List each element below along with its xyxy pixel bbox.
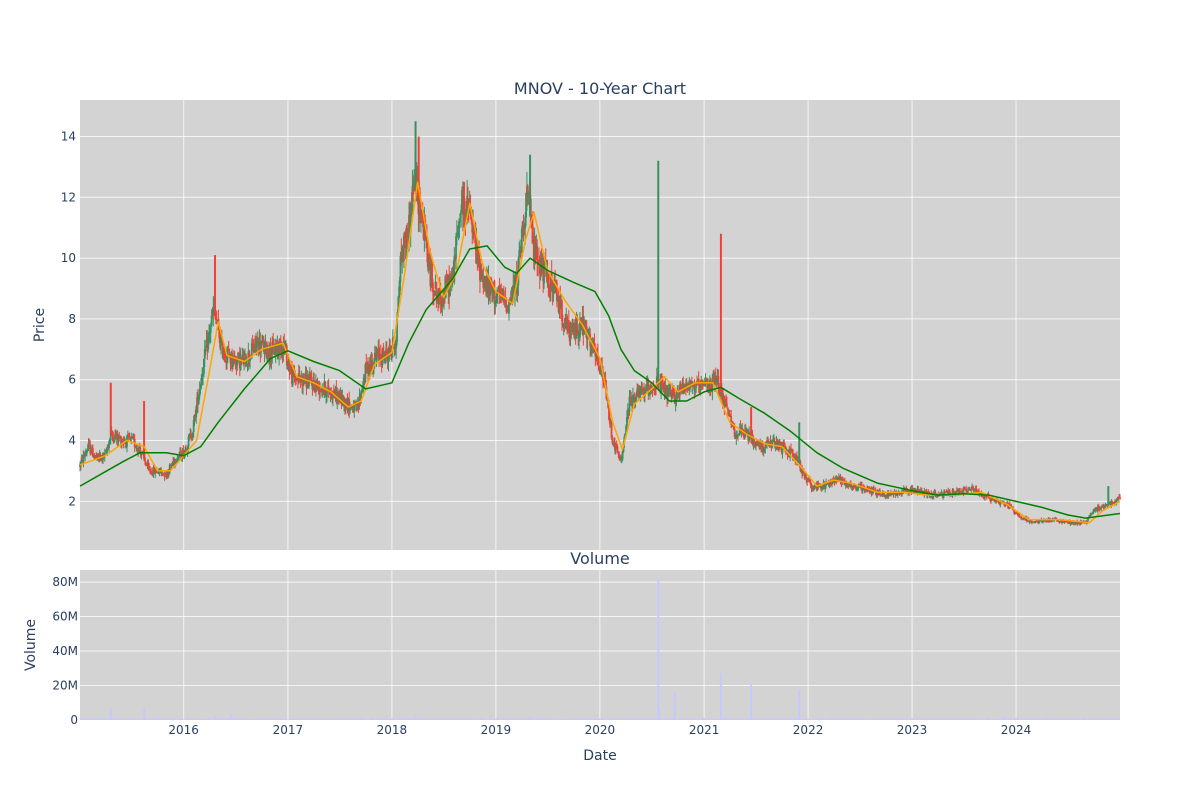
- candle-body: [967, 490, 969, 492]
- candle-body: [536, 246, 538, 261]
- candle-body: [532, 227, 534, 232]
- volume-tick-label: 20M: [52, 679, 78, 693]
- candle-body: [508, 301, 510, 314]
- candle-body: [680, 384, 682, 388]
- date-tick-label: 2019: [481, 723, 512, 737]
- date-tick-label: 2020: [585, 723, 616, 737]
- volume-bar-spike: [1107, 717, 1109, 720]
- candle-body: [727, 408, 729, 410]
- candle-body: [848, 485, 850, 487]
- price-tick-label: 14: [61, 129, 76, 143]
- candle-body: [205, 350, 207, 351]
- price-tick-label: 6: [68, 373, 76, 387]
- date-tick-label: 2021: [689, 723, 720, 737]
- candle-body: [965, 489, 967, 491]
- price-y-ticks: 2 4 6 8 10 12 14: [61, 129, 76, 508]
- candle-body: [970, 489, 972, 490]
- candle-body: [431, 264, 433, 281]
- candle-body: [543, 263, 545, 284]
- date-tick-label: 2016: [168, 723, 199, 737]
- price-tick-label: 12: [61, 190, 76, 204]
- volume-bar-spike: [798, 690, 800, 720]
- candle-body: [432, 282, 434, 292]
- date-tick-label: 2024: [1001, 723, 1032, 737]
- candle-body: [434, 291, 436, 295]
- volume-bar-spike: [415, 716, 417, 720]
- candle-body: [1107, 505, 1109, 507]
- price-tick-label: 10: [61, 251, 76, 265]
- volume-bar-spike: [230, 715, 232, 720]
- candle-body: [86, 452, 88, 454]
- volume-chart-title: Volume: [570, 549, 630, 568]
- volume-tick-label: 0: [70, 713, 78, 727]
- volume-bar-spike: [529, 717, 531, 720]
- volume-tick-label: 60M: [52, 610, 78, 624]
- volume-bar-spike: [674, 692, 676, 720]
- volume-bar: [1118, 718, 1120, 720]
- date-tick-label: 2022: [793, 723, 824, 737]
- volume-bar-spike: [657, 579, 659, 720]
- volume-bar-spike: [214, 716, 216, 720]
- candle-body: [295, 379, 297, 381]
- price-tick-label: 8: [68, 312, 76, 326]
- volume-y-ticks: 0 20M 40M 60M 80M: [52, 575, 78, 727]
- candle-body: [729, 410, 731, 413]
- date-x-ticks: 2016 2017 2018 2019 2020 2021 2022 2023 2024: [168, 723, 1031, 737]
- date-tick-label: 2023: [897, 723, 928, 737]
- candle-body: [1100, 508, 1102, 509]
- candle-body: [1119, 497, 1121, 499]
- volume-tick-label: 40M: [52, 644, 78, 658]
- volume-bar-spike: [750, 684, 752, 720]
- volume-bar-spike: [658, 710, 660, 720]
- price-tick-label: 2: [68, 494, 76, 508]
- volume-bar-spike: [1003, 716, 1005, 720]
- price-tick-label: 4: [68, 434, 76, 448]
- date-x-axis-label: Date: [583, 748, 616, 764]
- volume-tick-label: 80M: [52, 575, 78, 589]
- date-tick-label: 2018: [377, 723, 408, 737]
- date-tick-label: 2017: [273, 723, 304, 737]
- volume-y-axis-label: Volume: [23, 619, 39, 671]
- volume-bar-spike: [110, 709, 112, 720]
- candle-body: [210, 328, 212, 333]
- candle-body: [382, 347, 384, 352]
- volume-bar-spike: [143, 708, 145, 720]
- price-chart-title: MNOV - 10-Year Chart: [514, 79, 686, 98]
- price-y-axis-label: Price: [32, 308, 48, 342]
- volume-bar-spike: [720, 673, 722, 720]
- candle-body: [726, 404, 728, 407]
- candle-body: [873, 488, 875, 491]
